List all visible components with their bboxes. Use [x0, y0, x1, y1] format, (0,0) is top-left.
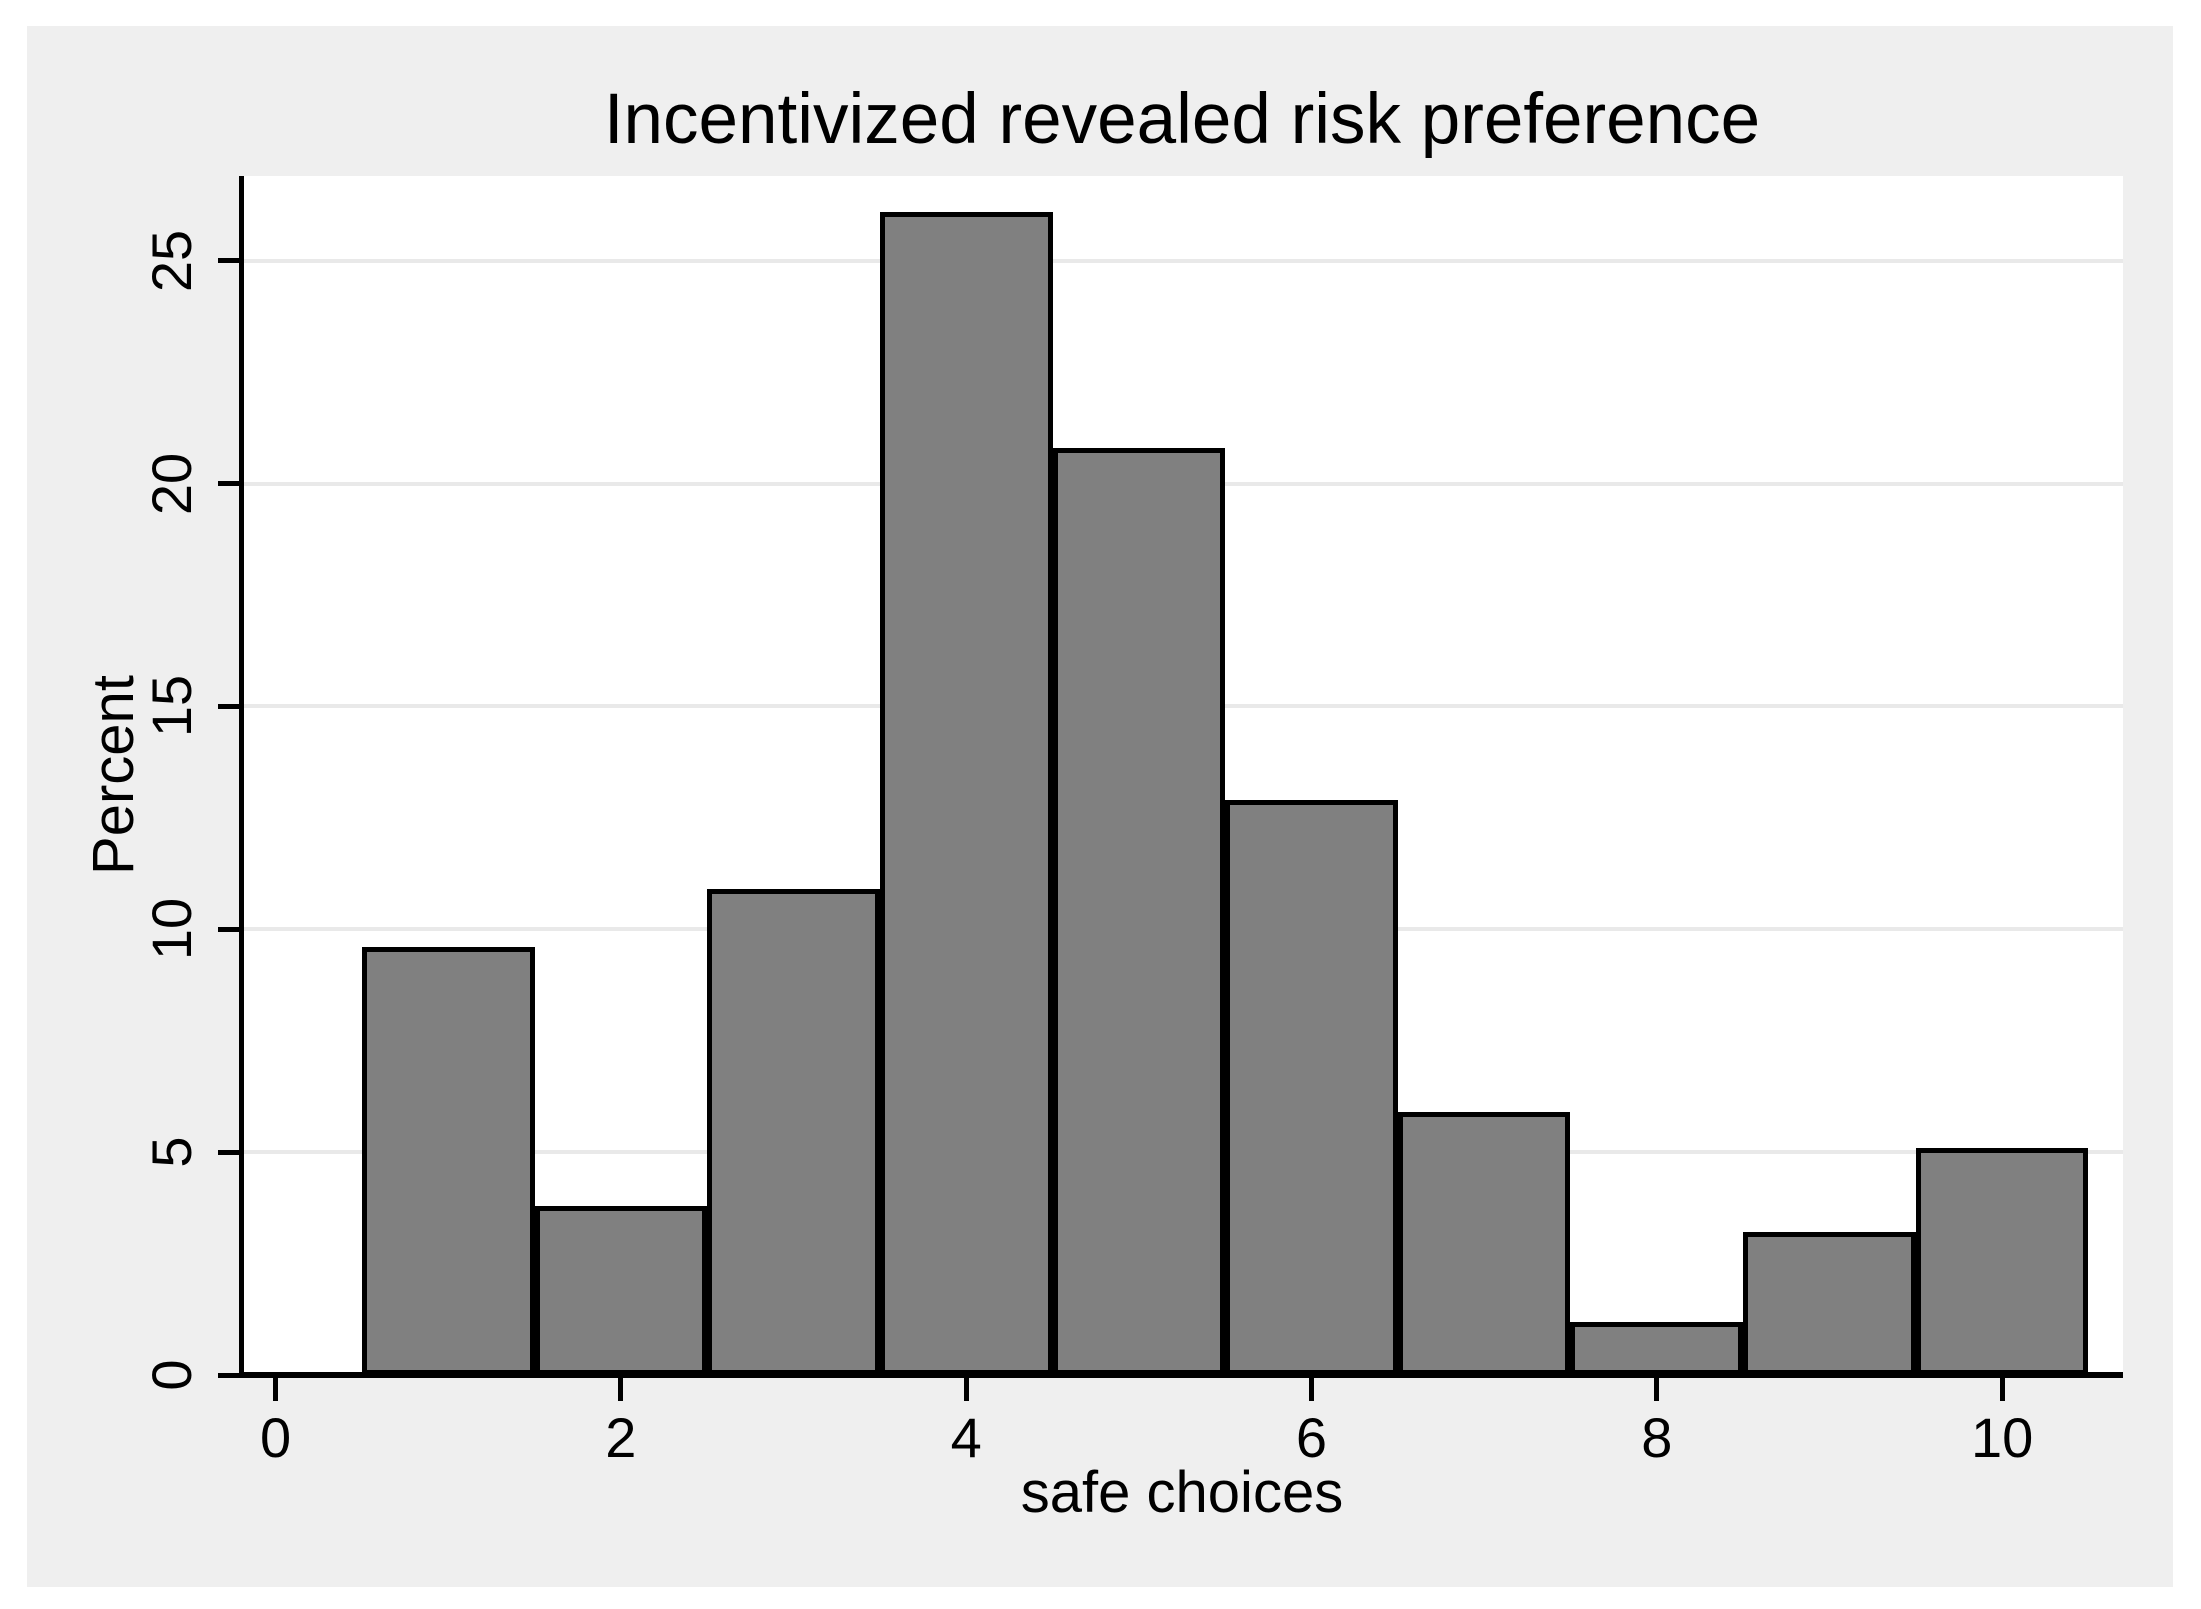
histogram-bar-x1: [361, 947, 535, 1375]
plot-area: [241, 176, 2123, 1375]
histogram-bar-x6: [1225, 800, 1398, 1375]
histogram-bar-x4: [879, 211, 1053, 1375]
y-axis-line: [239, 176, 244, 1378]
x-tick-label-10: 10: [1970, 1406, 2034, 1469]
y-tick-0: [218, 1372, 241, 1378]
y-tick-label-25: 25: [140, 229, 203, 292]
histogram-bar-x2: [534, 1205, 708, 1375]
y-tick-label-5: 5: [140, 1136, 203, 1168]
gridline-25-percent: [241, 258, 2123, 263]
x-tick-label-4: 4: [950, 1406, 982, 1469]
x-tick-label-0: 0: [259, 1406, 292, 1469]
chart-title: Incentivized revealed risk preference: [603, 80, 1761, 159]
y-tick-label-10: 10: [140, 898, 203, 961]
y-axis-label: Percent: [81, 675, 146, 875]
histogram-bar-x8: [1570, 1321, 1744, 1375]
x-tick-6: [1308, 1378, 1314, 1401]
x-axis-line: [241, 1372, 2123, 1378]
x-tick-10: [1999, 1378, 2005, 1401]
x-axis-label: safe choices: [1020, 1460, 1344, 1525]
y-tick-5: [218, 1149, 241, 1155]
histogram-bar-x5: [1052, 447, 1226, 1375]
y-tick-10: [218, 926, 241, 932]
x-tick-0: [273, 1378, 279, 1401]
histogram-bar-x10: [1915, 1147, 2089, 1375]
x-tick-label-2: 2: [605, 1406, 637, 1469]
x-tick-label-6: 6: [1295, 1406, 1328, 1469]
y-tick-label-0: 0: [140, 1359, 203, 1391]
x-tick-8: [1654, 1378, 1660, 1401]
histogram-bar-x9: [1743, 1232, 1916, 1375]
histogram-bar-x3: [707, 889, 880, 1375]
y-tick-label-20: 20: [140, 452, 203, 515]
histogram-bar-x7: [1397, 1112, 1571, 1375]
y-tick-label-15: 15: [140, 675, 203, 738]
x-tick-label-8: 8: [1641, 1406, 1673, 1469]
x-tick-2: [618, 1378, 624, 1401]
y-tick-15: [218, 703, 241, 709]
x-tick-4: [963, 1378, 969, 1401]
y-tick-20: [218, 481, 241, 487]
y-tick-25: [218, 258, 241, 264]
